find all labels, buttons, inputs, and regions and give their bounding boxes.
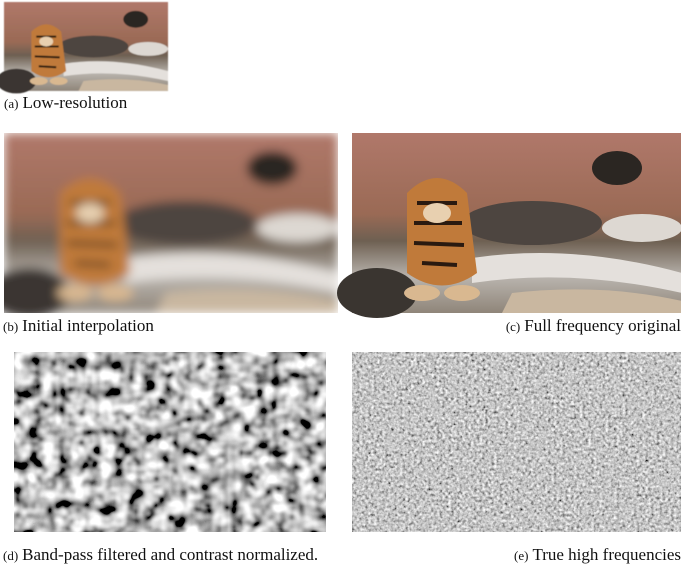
panel-label: (d) (3, 548, 18, 563)
panel-caption: Initial interpolation (22, 316, 154, 335)
caption-b: (b) Initial interpolation (3, 316, 154, 337)
image-high-frequencies (352, 352, 681, 532)
panel-caption: Low-resolution (22, 93, 127, 112)
image-band-pass (14, 352, 326, 532)
panel-label: (a) (4, 96, 18, 111)
image-low-resolution (0, 2, 168, 93)
panel-caption: Band-pass filtered and contrast normaliz… (22, 545, 318, 564)
panel-label: (e) (514, 548, 528, 563)
image-interpolation (0, 133, 338, 318)
figure-images (0, 0, 681, 570)
panel-label: (b) (3, 319, 18, 334)
caption-c: (c) Full frequency original (506, 316, 681, 337)
panel-caption: True high frequencies (532, 545, 681, 564)
caption-a: (a) Low-resolution (4, 93, 127, 114)
caption-d: (d) Band-pass filtered and contrast norma… (3, 545, 318, 566)
figure: (a) Low-resolution (b) Initial interpolati… (0, 0, 681, 570)
caption-e: (e) True high frequencies (514, 545, 681, 566)
panel-label: (c) (506, 319, 520, 334)
panel-caption: Full frequency original (524, 316, 681, 335)
image-original (337, 133, 681, 318)
